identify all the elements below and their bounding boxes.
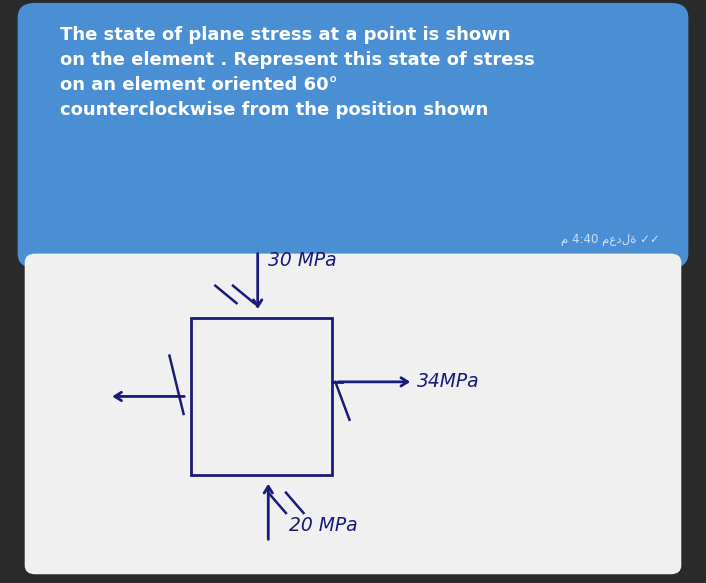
Text: 20 MPa: 20 MPa (289, 516, 358, 535)
FancyBboxPatch shape (18, 3, 688, 268)
Text: The state of plane stress at a point is shown
on the element . Represent this st: The state of plane stress at a point is … (60, 26, 534, 120)
FancyBboxPatch shape (25, 254, 681, 574)
Text: م 4:40 معدلة ✓✓: م 4:40 معدلة ✓✓ (561, 233, 660, 246)
Text: 34MPa: 34MPa (417, 373, 479, 391)
Text: 30 MPa: 30 MPa (268, 251, 337, 270)
